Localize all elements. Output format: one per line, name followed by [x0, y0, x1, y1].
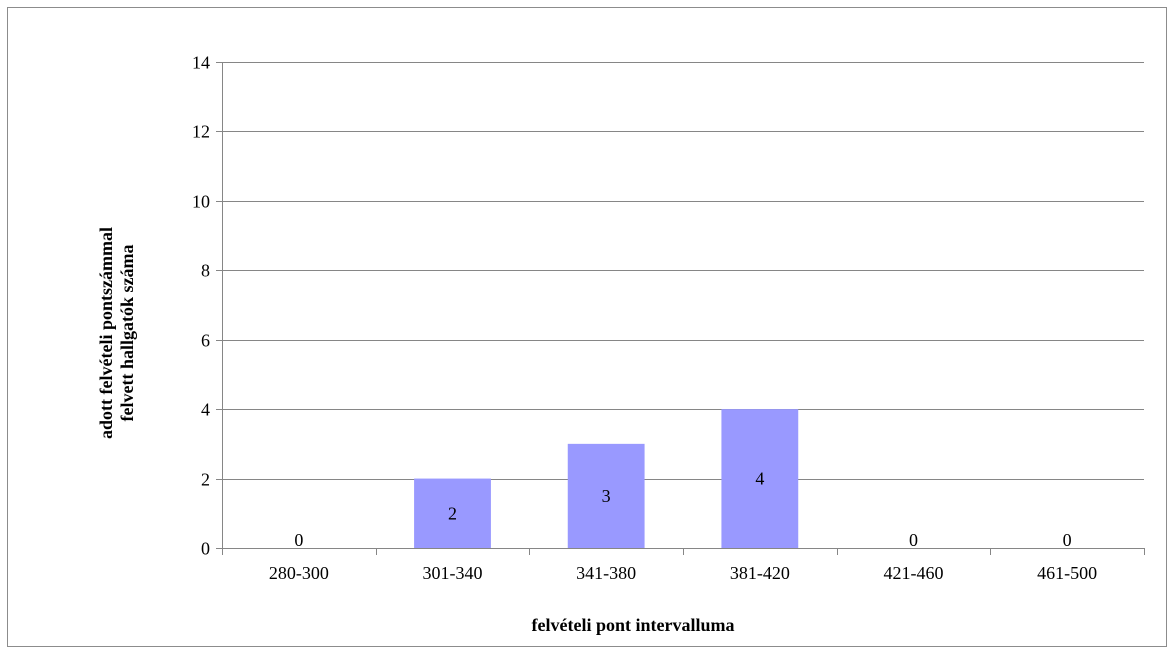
axes — [216, 62, 1145, 555]
bars — [414, 409, 799, 548]
x-tick-label: 301-340 — [423, 563, 483, 583]
y-tick-label: 2 — [201, 470, 210, 490]
gridlines — [222, 62, 1144, 480]
chart-frame — [7, 7, 1167, 647]
y-tick-label: 0 — [201, 539, 210, 559]
y-axis-title-line-1: adott felvételi pontszámmal — [96, 227, 116, 439]
data-label: 4 — [755, 469, 764, 489]
x-tick-label: 341-380 — [576, 563, 636, 583]
data-label: 0 — [909, 530, 918, 550]
x-tick-label: 421-460 — [884, 563, 944, 583]
data-label: 3 — [602, 486, 611, 506]
x-tick-label: 461-500 — [1037, 563, 1097, 583]
y-tick-label: 6 — [201, 331, 210, 351]
data-label: 0 — [1063, 530, 1072, 550]
bar — [414, 478, 491, 548]
x-tick-label: 280-300 — [269, 563, 329, 583]
data-label: 2 — [448, 503, 457, 523]
labels: 0 2 4 6 8 10 12 14 280-300 0 301-340 2 341-380 3 381-4… — [192, 53, 1097, 584]
y-tick-label: 8 — [201, 261, 210, 281]
x-tick-label: 381-420 — [730, 563, 790, 583]
y-tick-label: 10 — [192, 192, 210, 212]
data-label: 0 — [294, 530, 303, 550]
y-tick-label: 4 — [201, 400, 210, 420]
y-axis-title-line-2: felvett hallgatók száma — [117, 245, 137, 422]
y-tick-label: 12 — [192, 122, 210, 142]
bar — [721, 409, 799, 548]
bar — [567, 443, 645, 548]
x-axis-title: felvételi pont intervalluma — [532, 615, 735, 635]
y-tick-label: 14 — [192, 53, 210, 73]
